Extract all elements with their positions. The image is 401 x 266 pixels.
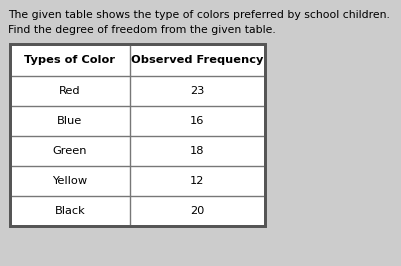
Text: Observed Frequency: Observed Frequency	[131, 55, 263, 65]
Text: Find the degree of freedom from the given table.: Find the degree of freedom from the give…	[8, 25, 276, 35]
Text: Yellow: Yellow	[53, 176, 87, 186]
Text: Green: Green	[53, 146, 87, 156]
Text: 12: 12	[190, 176, 205, 186]
Text: Black: Black	[55, 206, 85, 216]
Text: Red: Red	[59, 86, 81, 96]
Text: Blue: Blue	[57, 116, 83, 126]
Bar	[10, 44, 265, 226]
Bar	[10, 44, 265, 226]
Text: 23: 23	[190, 86, 205, 96]
Text: 20: 20	[190, 206, 205, 216]
Text: Types of Color: Types of Color	[24, 55, 115, 65]
Text: 16: 16	[190, 116, 205, 126]
Text: The given table shows the type of colors preferred by school children.: The given table shows the type of colors…	[8, 10, 390, 20]
Text: 18: 18	[190, 146, 205, 156]
